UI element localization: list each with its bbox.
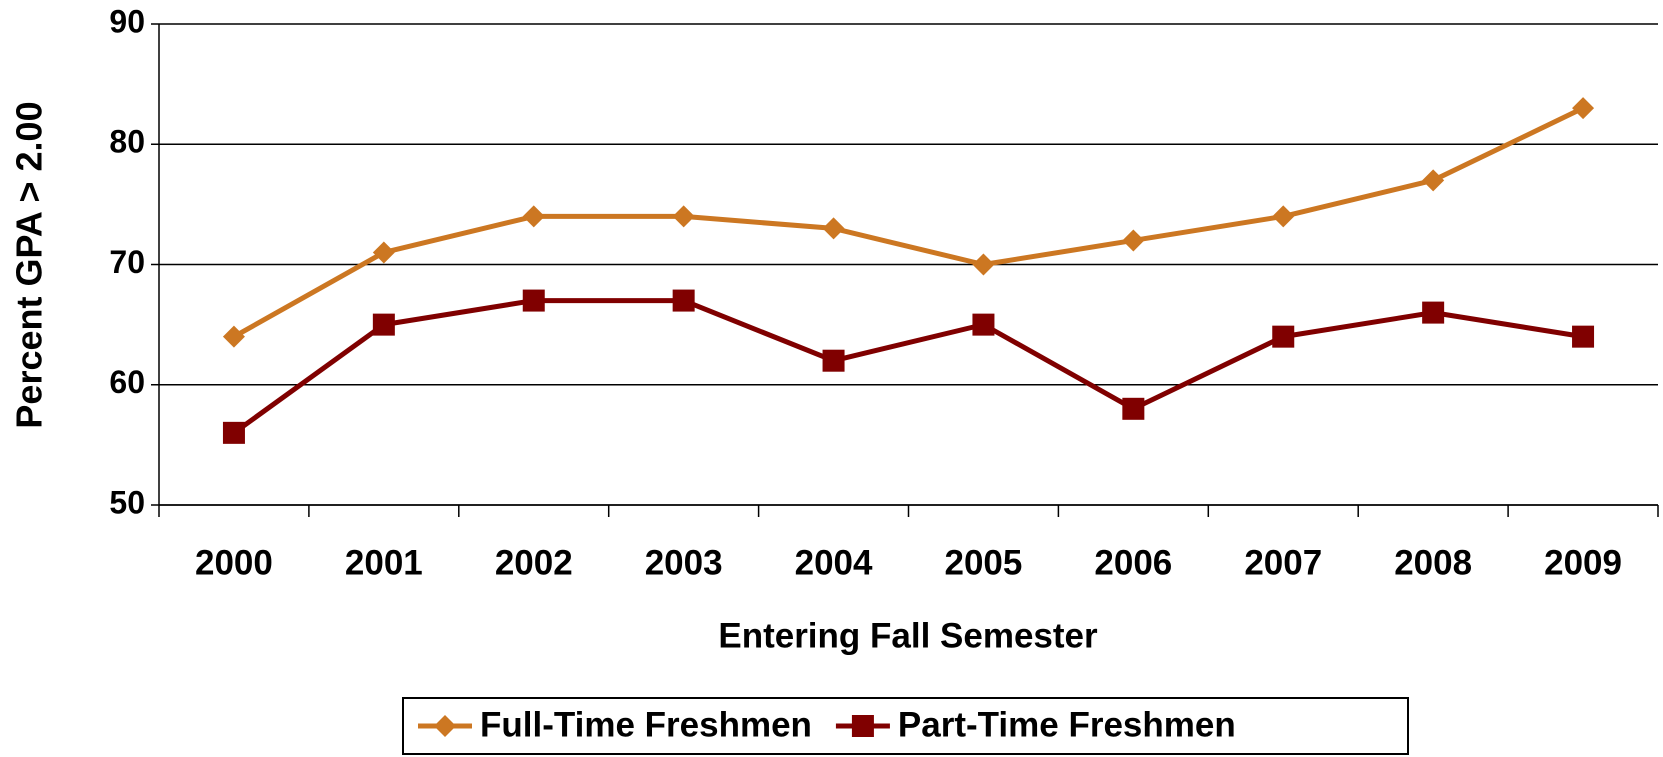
x-tick-label: 2003 — [645, 543, 723, 582]
y-tick-label: 70 — [109, 244, 145, 280]
x-tick-label: 2009 — [1544, 543, 1622, 582]
data-point — [372, 313, 395, 336]
x-tick-label: 2004 — [795, 543, 873, 582]
data-point — [372, 241, 395, 264]
x-tick-label: 2000 — [195, 543, 273, 582]
data-point — [822, 217, 845, 240]
data-point — [522, 205, 545, 228]
x-tick-label: 2008 — [1394, 543, 1472, 582]
data-point — [1122, 397, 1145, 420]
y-tick-label: 90 — [109, 3, 145, 39]
x-tick-label: 2005 — [945, 543, 1023, 582]
data-point — [222, 325, 245, 348]
y-axis-title: Percent GPA > 2.00 — [9, 101, 50, 428]
x-tick-label: 2007 — [1244, 543, 1322, 582]
data-point — [822, 349, 845, 372]
data-point — [1572, 97, 1595, 120]
data-point — [1272, 325, 1295, 348]
data-point — [1122, 229, 1145, 252]
data-point — [972, 253, 995, 276]
x-tick-label: 2006 — [1094, 543, 1172, 582]
legend-marker — [434, 715, 456, 737]
x-tick-label: 2002 — [495, 543, 573, 582]
series-line — [232, 105, 1585, 339]
data-point — [1422, 301, 1445, 324]
x-tick-label: 2001 — [345, 543, 423, 582]
y-tick-label: 80 — [109, 124, 145, 160]
series-line — [232, 298, 1584, 435]
data-point — [1272, 205, 1295, 228]
x-axis-title: Entering Fall Semester — [718, 616, 1098, 655]
y-tick-label: 50 — [109, 484, 145, 520]
legend-label: Part-Time Freshmen — [898, 705, 1236, 744]
y-tick-label: 60 — [109, 364, 145, 400]
legend-marker — [851, 715, 874, 737]
data-point — [1572, 325, 1595, 348]
data-point — [522, 289, 545, 312]
legend-box — [402, 697, 1409, 755]
data-point — [222, 421, 245, 444]
data-point — [972, 313, 995, 336]
legend-label: Full-Time Freshmen — [480, 705, 812, 744]
data-point — [672, 205, 695, 228]
data-point — [1422, 169, 1445, 192]
data-point — [672, 289, 695, 312]
